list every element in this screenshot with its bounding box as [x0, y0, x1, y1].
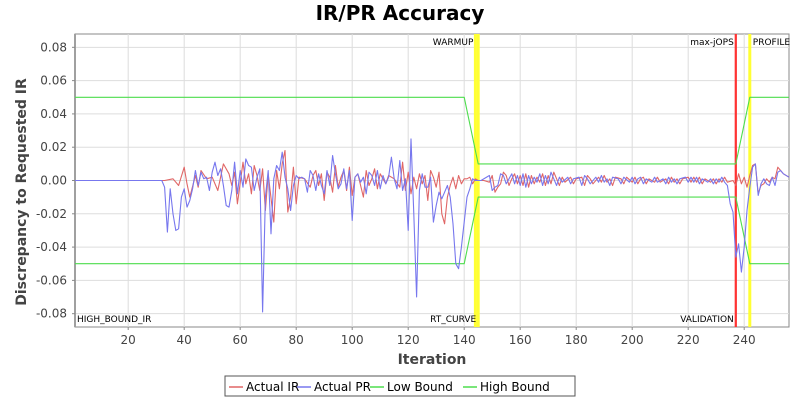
phase-marker-label: HIGH_BOUND_IR [77, 315, 151, 325]
y-tick-label: 0.04 [40, 107, 67, 121]
legend-entry: Low Bound [387, 380, 453, 394]
x-tick-label: 40 [177, 333, 192, 347]
y-tick-label: -0.02 [36, 207, 67, 221]
x-tick-label: 140 [453, 333, 476, 347]
chart-title: IR/PR Accuracy [316, 1, 485, 25]
x-tick-label: 100 [341, 333, 364, 347]
legend-entry: High Bound [480, 380, 550, 394]
x-tick-label: 240 [733, 333, 756, 347]
y-tick-label: 0.02 [40, 140, 67, 154]
x-tick-label: 220 [677, 333, 700, 347]
phase-markers: HIGH_BOUND_IR WARMUP RT_CURVE max-jOPS VALID… [74, 34, 791, 327]
phase-marker-label: VALIDATION [680, 315, 734, 325]
y-axis-ticks: 0.08 0.06 0.04 0.02 0.00 -0.02 -0.04 -0.06 -0.08 [36, 40, 75, 321]
series-line [75, 196, 789, 265]
phase-marker-label: PROFILE [753, 38, 791, 48]
x-tick-label: 160 [509, 333, 532, 347]
legend: Actual IR Actual PR Low Bound High Bound [224, 375, 576, 397]
x-tick-label: 80 [289, 333, 304, 347]
x-tick-label: 180 [565, 333, 588, 347]
series-line [75, 138, 790, 313]
series-line [75, 96, 789, 165]
y-tick-label: 0.08 [40, 40, 67, 54]
x-tick-label: 60 [233, 333, 248, 347]
x-tick-label: 20 [121, 333, 136, 347]
x-axis-ticks: 20 40 60 80 100 120 140 160 180 200 220 240 [121, 327, 756, 347]
x-tick-label: 200 [621, 333, 644, 347]
phase-marker-label: RT_CURVE [430, 315, 476, 325]
y-tick-label: -0.08 [36, 307, 67, 321]
legend-entry: Actual IR [246, 380, 299, 394]
legend-box [224, 375, 576, 397]
x-tick-label: 120 [397, 333, 420, 347]
phase-marker-label: WARMUP [433, 38, 474, 48]
legend-entry: Actual PR [314, 380, 371, 394]
y-tick-label: -0.04 [36, 240, 67, 254]
y-tick-label: -0.06 [36, 273, 67, 287]
x-axis-label: Iteration [398, 352, 467, 368]
y-tick-label: 0.00 [40, 174, 67, 188]
y-axis-label: Discrepancy to Requested IR [14, 78, 30, 306]
series-lines [75, 96, 790, 313]
y-tick-label: 0.06 [40, 74, 67, 88]
phase-marker-label: max-jOPS [690, 38, 734, 48]
